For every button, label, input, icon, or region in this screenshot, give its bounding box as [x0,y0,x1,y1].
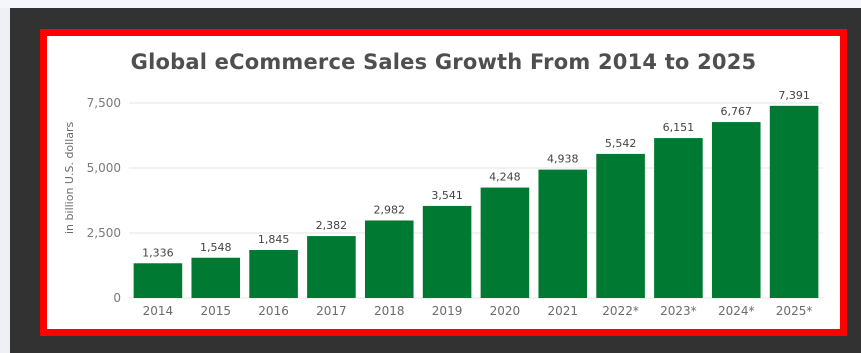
x-tick-label: 2021 [547,304,578,318]
x-tick-label: 2024* [718,304,755,318]
bar-chart-plot: 0 2,500 5,000 7,500 1,336 2014 1,548 2015 1,845 2… [87,89,823,318]
data-label: 6,151 [663,121,695,134]
data-label: 2,382 [316,219,348,232]
x-tick-label: 2016 [258,304,289,318]
bar [596,153,645,298]
x-tick-label: 2025* [776,304,813,318]
data-label: 4,248 [489,171,520,184]
chart-title: Global eCommerce Sales Growth From 2014 … [130,50,757,74]
x-tick-label: 2017 [316,304,347,318]
bar [480,187,530,298]
bar [249,250,298,298]
y-tick-label: 7,500 [87,96,121,110]
x-tick-label: 2015 [200,304,231,318]
bar [422,205,472,298]
data-label: 5,542 [605,137,637,150]
bar [711,122,761,298]
data-label: 6,767 [721,105,753,118]
x-tick-label: 2020 [490,304,521,318]
x-tick-label: 2022* [602,304,639,318]
x-tick-label: 2019 [432,304,463,318]
bar [538,169,588,298]
y-tick-label: 0 [113,291,121,305]
bar [191,257,241,298]
y-tick-label: 5,000 [87,161,121,175]
data-label: 2,982 [374,203,406,216]
data-label: 1,336 [142,246,174,259]
data-label: 1,845 [258,233,290,246]
chart-card: Global eCommerce Sales Growth From 2014 … [47,36,840,329]
bar [769,105,819,298]
bar [654,138,703,298]
x-tick-label: 2023* [660,304,697,318]
data-label: 7,391 [778,89,810,102]
x-tick-label: 2018 [374,304,405,318]
data-label: 3,541 [431,189,463,202]
bar [364,220,414,298]
x-tick-label: 2014 [143,304,174,318]
y-tick-label: 2,500 [87,226,121,240]
data-label: 4,938 [547,153,579,166]
bar [307,236,356,298]
bar [133,263,183,298]
data-label: 1,548 [200,241,232,254]
background-strip [0,0,861,8]
